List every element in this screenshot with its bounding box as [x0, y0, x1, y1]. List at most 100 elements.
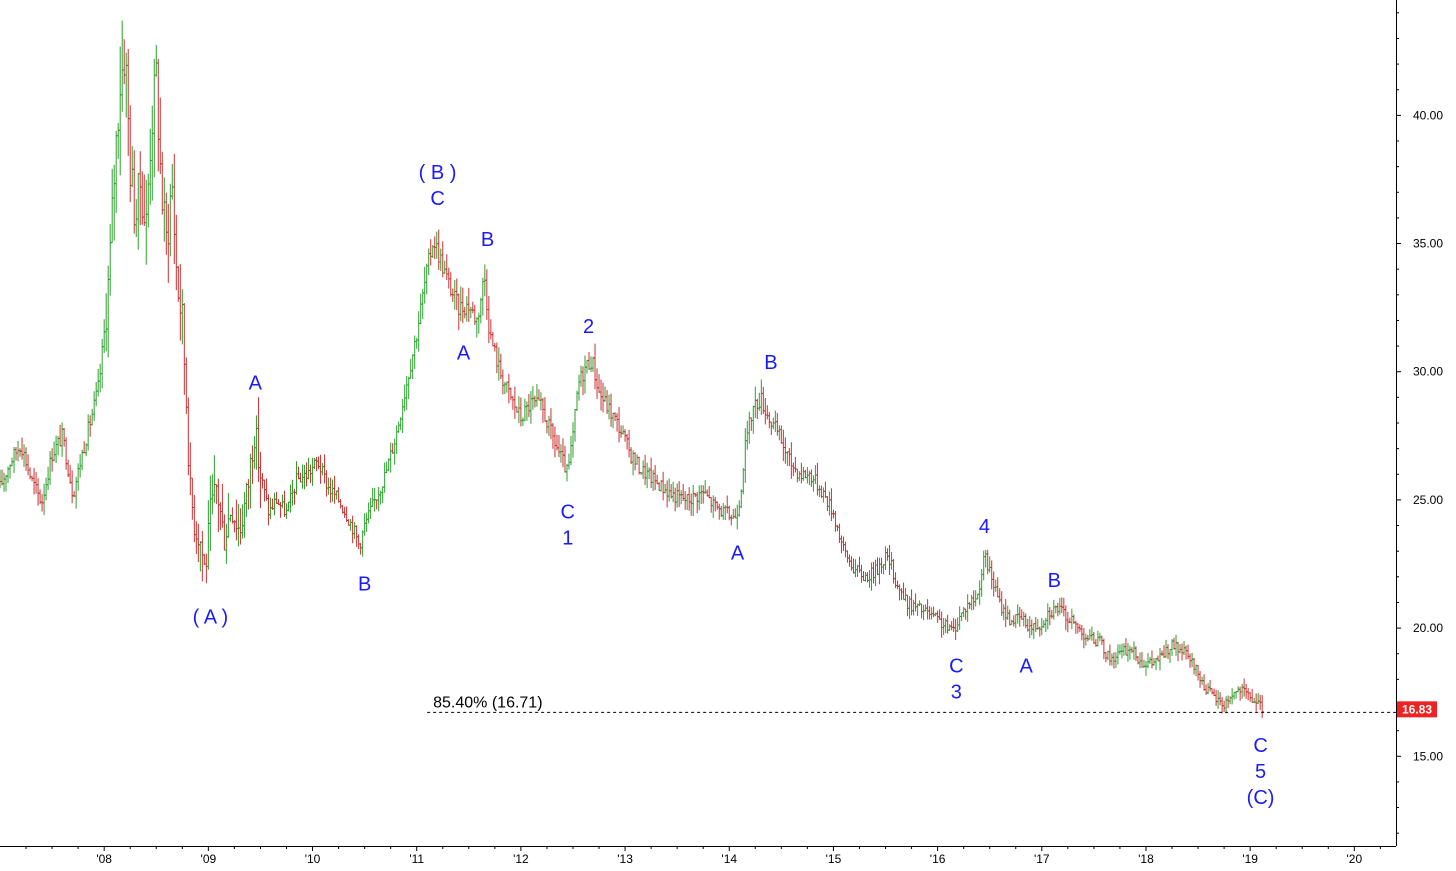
price-bar	[208, 475, 212, 552]
price-bar	[974, 590, 978, 607]
price-bar	[250, 445, 254, 484]
x-tick-label: '09	[201, 852, 217, 866]
fib-reference-group: 85.40% (16.71)	[427, 694, 1396, 713]
price-bar	[343, 506, 347, 518]
price-bar	[1238, 686, 1242, 701]
price-bar	[892, 558, 896, 584]
price-bar	[385, 461, 389, 474]
price-bar	[625, 434, 629, 450]
price-bar	[753, 386, 757, 419]
price-bar	[1028, 616, 1032, 639]
price-bar	[154, 44, 158, 77]
price-bar	[489, 319, 493, 340]
price-bar	[1226, 695, 1230, 709]
price-bar	[256, 397, 260, 482]
price-bar	[573, 409, 577, 442]
price-bar	[817, 485, 821, 498]
price-bar	[395, 425, 399, 454]
wave-label: A	[1019, 655, 1033, 677]
price-bar	[371, 487, 375, 507]
price-bar	[653, 465, 657, 491]
price-bar	[898, 584, 902, 601]
price-bar	[469, 306, 473, 319]
price-bar	[1196, 664, 1200, 681]
price-bar	[22, 444, 26, 467]
price-bar	[419, 293, 423, 325]
price-bar	[843, 541, 847, 558]
price-bar	[641, 460, 645, 480]
price-bar	[162, 177, 166, 242]
price-bar	[671, 481, 675, 503]
y-tick-label: 30.00	[1413, 365, 1443, 379]
price-bar	[449, 272, 453, 297]
price-bar	[210, 474, 214, 515]
price-bar	[629, 447, 633, 464]
price-bar	[743, 428, 747, 483]
price-bar	[1112, 652, 1116, 669]
price-bar	[274, 491, 278, 504]
price-bar	[389, 442, 393, 473]
price-bar	[114, 130, 118, 213]
price-bar	[335, 490, 339, 500]
price-bar	[837, 523, 841, 543]
price-bar	[361, 530, 365, 557]
price-bar	[353, 522, 357, 540]
price-bar	[1050, 610, 1054, 619]
price-bar	[345, 506, 349, 522]
wave-label: B	[764, 352, 777, 374]
price-bar	[697, 485, 701, 511]
price-bar	[621, 425, 625, 435]
price-bar	[819, 485, 823, 498]
price-bar	[1184, 645, 1188, 660]
price-bar	[1240, 683, 1244, 699]
price-bar	[1254, 693, 1258, 712]
price-bar	[1170, 639, 1174, 656]
price-bar	[90, 408, 94, 426]
price-bar	[170, 163, 174, 200]
price-bar	[910, 589, 914, 616]
price-bar	[557, 435, 561, 458]
price-bar	[52, 441, 56, 462]
price-bar	[513, 386, 517, 420]
price-bar	[365, 512, 369, 532]
price-bar	[313, 457, 317, 470]
price-bar	[715, 501, 719, 510]
price-bar	[441, 241, 445, 278]
price-bar	[1084, 633, 1088, 646]
price-bar	[1206, 683, 1210, 695]
price-bar	[439, 248, 443, 271]
price-bar	[461, 287, 465, 323]
price-bar	[815, 462, 819, 496]
price-bar	[829, 488, 833, 522]
x-tick-label: '19	[1242, 852, 1258, 866]
price-bar	[164, 192, 168, 255]
price-bar	[747, 411, 751, 444]
x-tick-label: '16	[930, 852, 946, 866]
price-bar	[539, 392, 543, 411]
price-bar	[244, 482, 248, 517]
price-bar	[337, 487, 341, 503]
price-bar	[1056, 602, 1060, 617]
x-tick-label: '12	[513, 852, 529, 866]
price-bar	[1180, 643, 1184, 661]
price-bar	[755, 398, 759, 419]
price-bar	[1144, 660, 1148, 676]
price-bar	[1030, 619, 1034, 636]
price-bar	[1134, 646, 1138, 662]
price-bar	[369, 497, 373, 519]
price-bar	[86, 414, 90, 451]
price-bar	[124, 52, 128, 118]
price-bar	[44, 477, 48, 501]
price-bar	[725, 495, 729, 514]
price-bar	[4, 474, 8, 492]
price-bar	[421, 289, 425, 319]
price-bar	[1082, 627, 1086, 649]
last-price-tag: 16.83	[1402, 702, 1432, 716]
price-bar	[252, 436, 256, 469]
price-bar	[781, 429, 785, 462]
price-bar	[934, 612, 938, 617]
price-bar	[0, 469, 2, 489]
price-bar	[363, 513, 367, 536]
price-bar	[359, 543, 363, 555]
price-bar	[293, 488, 297, 505]
